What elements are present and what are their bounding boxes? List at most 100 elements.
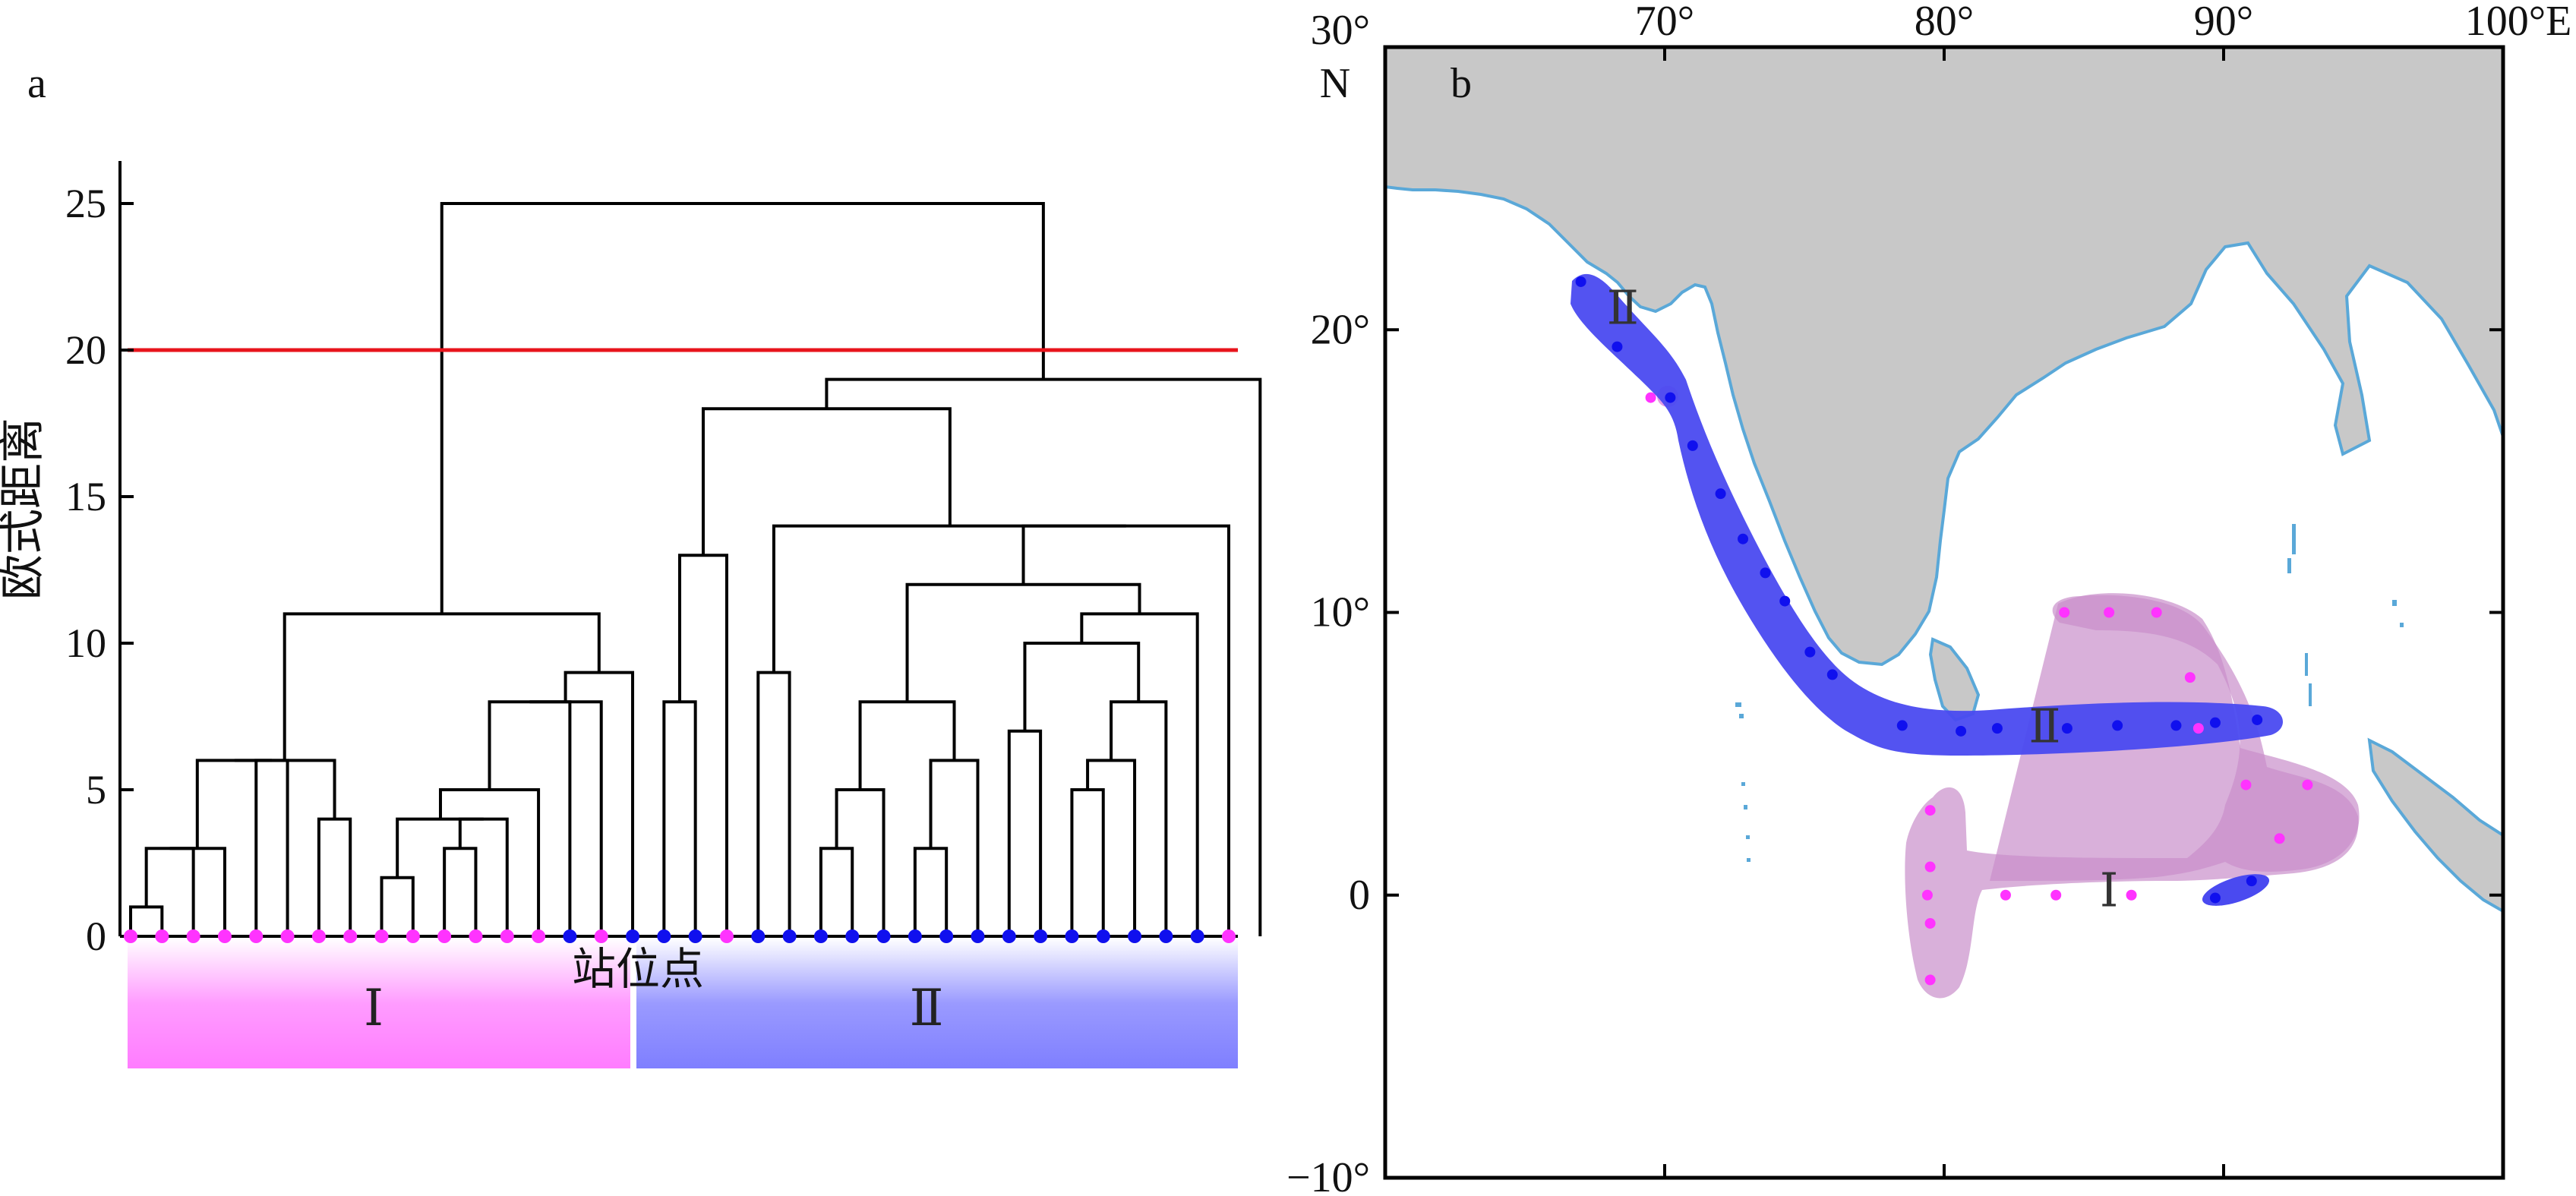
leaf-marker — [186, 929, 200, 943]
station-dot — [1645, 392, 1656, 403]
dendrogram-link — [678, 554, 728, 936]
panel-b-label: b — [1451, 60, 1472, 107]
y-tick-label: 10 — [65, 620, 106, 666]
leaf-marker — [1222, 929, 1236, 943]
leaf-marker — [1065, 929, 1079, 943]
leaf-marker — [688, 929, 702, 943]
y-tick-label: 20 — [65, 327, 106, 373]
leaf-marker — [311, 929, 326, 943]
leaf-marker — [1128, 929, 1142, 943]
dendrogram-link — [440, 202, 1045, 614]
north-label: N — [1320, 60, 1350, 107]
leaf-marker — [343, 929, 358, 943]
station-dot — [2104, 607, 2115, 618]
station-dot — [2126, 889, 2137, 901]
group-II-band — [636, 938, 1238, 1068]
leaf-marker — [1096, 929, 1110, 943]
leaf-marker — [1190, 929, 1204, 943]
dendrogram-link — [1086, 759, 1137, 936]
leaf-marker — [1159, 929, 1173, 943]
leaf-marker — [532, 929, 546, 943]
lon-tick-label: 80° — [1915, 0, 1974, 45]
station-dot — [1738, 533, 1749, 544]
station-dot — [2274, 833, 2285, 844]
group-I-label: Ⅰ — [364, 981, 384, 1037]
dendrogram-link — [488, 700, 572, 936]
leaf-marker — [908, 929, 922, 943]
group-II-envelope — [1571, 273, 2284, 756]
y-tick-label: 15 — [65, 474, 106, 519]
dendrogram-link — [254, 759, 289, 936]
land-mass — [1385, 47, 2503, 667]
station-dot — [1896, 720, 1908, 731]
map-group-label: Ⅰ — [2100, 865, 2119, 917]
dendrogram-link — [380, 876, 415, 936]
y-tick-label: 0 — [86, 914, 106, 959]
dendrogram-link — [283, 612, 601, 761]
station-dot — [1924, 917, 1936, 929]
dendrogram-link — [458, 817, 509, 936]
leaf-marker — [469, 929, 483, 943]
leaf-marker — [280, 929, 295, 943]
group-II-label: Ⅱ — [910, 981, 944, 1037]
leaf-marker — [217, 929, 232, 943]
lon-tick-label: 70° — [1635, 0, 1694, 45]
lon-tick-label: 100°E — [2465, 0, 2572, 45]
lat-tick-label: 10° — [1311, 589, 1370, 636]
lat-tick-label: 30° — [1311, 7, 1370, 54]
station-dot — [2252, 714, 2263, 725]
station-dot — [2240, 779, 2252, 790]
map-panel: Ⅱ Ⅱ Ⅰ 70° 80° 90° 100°E 30° 20° 10° 0 −10° b N — [1286, 0, 2571, 1196]
leaf-marker — [845, 929, 860, 943]
leaf-marker — [626, 929, 640, 943]
station-dot — [1921, 889, 1933, 901]
leaf-marker — [124, 929, 137, 943]
leaf-marker — [374, 929, 389, 943]
dendrogram-panel: Ⅰ Ⅱ 0 5 10 15 20 25 a 欧式距离 站位点 — [0, 60, 1262, 1068]
leaf-marker — [155, 929, 169, 943]
station-dot — [1924, 861, 1936, 873]
x-axis-title: 站位点 — [572, 945, 704, 994]
dendrogram-link — [756, 671, 791, 936]
dendrogram-link — [858, 700, 956, 790]
station-dot — [1924, 805, 1936, 816]
panel-a-label: a — [27, 60, 46, 107]
map-group-label: Ⅱ — [1607, 282, 1639, 334]
station-dot — [2151, 607, 2162, 618]
station-dot — [2192, 723, 2204, 734]
dendrogram-link — [195, 759, 272, 849]
station-dot — [2302, 779, 2313, 790]
station-dot — [2170, 720, 2182, 731]
dendrogram-link — [772, 524, 1126, 673]
dendrogram-link — [438, 788, 541, 936]
lat-tick-label: −10° — [1286, 1154, 1370, 1196]
dendrogram-link — [234, 759, 336, 819]
station-dot — [1760, 567, 1771, 579]
y-axis-ticks: 0 5 10 15 20 25 — [65, 181, 134, 959]
dendrogram-link — [819, 847, 854, 936]
station-dot — [1804, 646, 1816, 658]
y-tick-label: 25 — [65, 181, 106, 226]
station-dot — [1575, 276, 1586, 287]
dendrogram-link — [825, 377, 1262, 936]
andaman-islands — [1735, 524, 2404, 862]
station-dot — [2246, 876, 2257, 887]
lat-tick-label: 0 — [1349, 872, 1370, 919]
station-dot — [1826, 669, 1838, 680]
leaf-marker — [971, 929, 985, 943]
dendrogram-link — [169, 847, 226, 936]
map-graticule-ticks: 70° 80° 90° 100°E 30° 20° 10° 0 −10° — [1286, 0, 2571, 1196]
dendrogram-links — [129, 202, 1262, 936]
group-I-envelope-lower — [1905, 595, 2359, 999]
dendrogram-link — [144, 847, 195, 936]
station-dot — [1612, 341, 1623, 352]
sumatra — [2367, 737, 2503, 914]
leaf-marker — [939, 929, 954, 943]
leaf-marker — [1002, 929, 1016, 943]
leaf-markers — [124, 929, 1236, 943]
lat-tick-label: 20° — [1311, 306, 1370, 353]
dendrogram-link — [443, 847, 478, 936]
dendrogram-link — [662, 700, 697, 936]
station-dot — [2050, 889, 2062, 901]
